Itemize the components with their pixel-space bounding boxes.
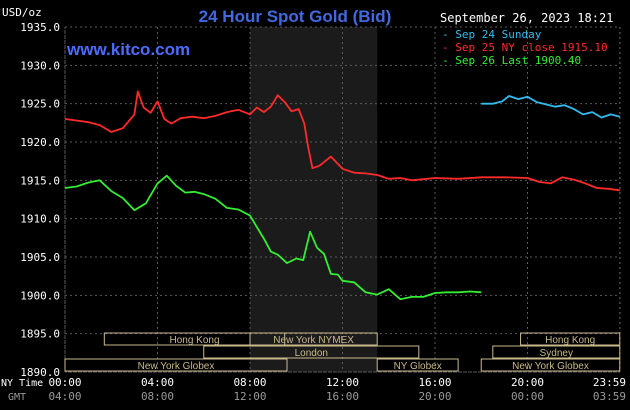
x-tick-label-ny: 12:00 [326, 376, 359, 389]
y-tick-label: 1910.0 [20, 213, 60, 226]
x-tick-label-gmt: 03:59 [593, 390, 626, 403]
x-tick-label-ny: 08:00 [233, 376, 266, 389]
y-tick-label: 1890.0 [20, 366, 60, 379]
y-tick-label: 1920.0 [20, 136, 60, 149]
session-box [492, 345, 621, 359]
x-tick-label-ny: 04:00 [141, 376, 174, 389]
session-box [103, 332, 286, 346]
y-tick-label: 1935.0 [20, 21, 60, 34]
x-tick-label-gmt: 00:00 [511, 390, 544, 403]
chart-title: 24 Hour Spot Gold (Bid) [199, 7, 392, 26]
y-tick-label: 1915.0 [20, 174, 60, 187]
y-tick-label: 1900.0 [20, 289, 60, 302]
watermark-text: www.kitco.com [66, 40, 190, 59]
y-tick-label: 1895.0 [20, 328, 60, 341]
legend-entry: - Sep 24 Sunday [442, 28, 542, 41]
x-tick-label-ny: 00:00 [48, 376, 81, 389]
legend-entry: - Sep 25 NY close 1915.10 [442, 41, 608, 54]
x-tick-label-gmt: 04:00 [48, 390, 81, 403]
y-tick-label: 1905.0 [20, 251, 60, 264]
series-line [481, 95, 621, 119]
session-box [64, 358, 288, 372]
y-unit-label: USD/oz [2, 6, 42, 19]
nymex-session-shade [250, 27, 378, 372]
x-tick-label-gmt: 20:00 [418, 390, 451, 403]
x-tick-label-ny: 16:00 [418, 376, 451, 389]
session-box [203, 345, 420, 359]
session-label: Sydney [540, 348, 573, 359]
session-box [480, 358, 621, 372]
timestamp: September 26, 2023 18:21 [440, 11, 613, 25]
session-label: New York Globex [512, 361, 589, 372]
session-label: London [295, 348, 328, 359]
session-box [376, 358, 459, 372]
x-tick-label-gmt: 08:00 [141, 390, 174, 403]
x-axis-label-gmt: GMT [8, 392, 26, 403]
x-tick-label-ny: 23:59 [593, 376, 626, 389]
session-label: Hong Kong [545, 335, 595, 346]
y-tick-labels: 1935.0 1930.0 1925.0 1920.0 1915.0 1910.0 1905… [20, 21, 60, 379]
series-line [64, 174, 482, 301]
x-tick-label-ny: 20:00 [511, 376, 544, 389]
series-line [64, 90, 620, 192]
x-tick-labels: 00:0004:0004:0008:0008:0012:0012:0016:00… [48, 376, 626, 403]
x-tick-label-gmt: 16:00 [326, 390, 359, 403]
legend-entry: - Sep 26 Last 1900.40 [442, 54, 581, 67]
session-label: New York Globex [138, 361, 215, 372]
session-label: NY Globex [394, 361, 442, 372]
x-tick-label-gmt: 12:00 [233, 390, 266, 403]
session-box [249, 332, 378, 346]
y-tick-label: 1925.0 [20, 98, 60, 111]
session-boxes: Hong Kong London New York Globex New York N… [64, 332, 621, 372]
series-lines [64, 90, 621, 301]
session-label: New York NYMEX [273, 335, 354, 346]
legend: - Sep 24 Sunday- Sep 25 NY close 1915.10… [442, 28, 608, 67]
x-axis-label-ny: NY Time [1, 378, 43, 389]
session-label: Hong Kong [169, 335, 219, 346]
session-box [520, 332, 621, 346]
y-tick-label: 1930.0 [20, 59, 60, 72]
